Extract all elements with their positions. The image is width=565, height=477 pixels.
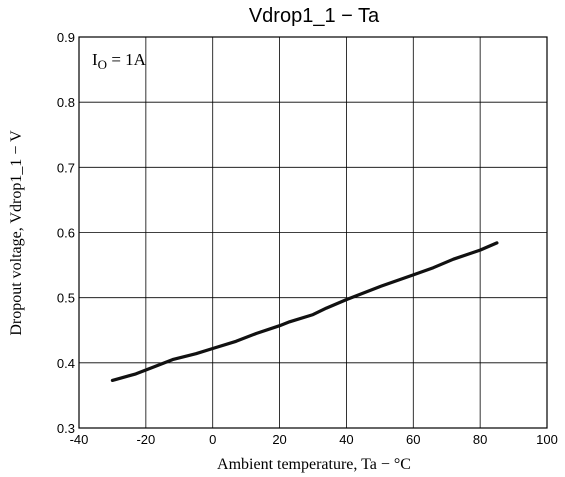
y-tick-label: 0.4 [57,356,75,371]
chart-title: Vdrop1_1 − Ta [249,5,380,27]
x-tick-label: 80 [473,432,487,447]
x-tick-label: 40 [339,432,353,447]
x-axis-ticks: -40 -20 0 20 40 60 80 100 [70,432,558,447]
annotation-subscript: O [98,57,107,72]
x-tick-label: 20 [272,432,286,447]
plot-area-frame [78,36,548,429]
y-tick-label: 0.8 [57,95,75,110]
annotation-symbol: I [92,50,98,69]
series-line [110,241,499,382]
current-annotation: IO = 1A [92,50,147,72]
x-tick-label: 100 [536,432,558,447]
x-tick-label: -20 [136,432,155,447]
x-tick-label: -40 [70,432,89,447]
y-axis-label: Dropout voltage, Vdrop1_1 − V [8,130,25,336]
y-tick-label: 0.9 [57,30,75,45]
annotation-value: = 1A [107,50,147,69]
series-layer [110,241,499,382]
gridlines [79,37,547,428]
y-tick-label: 0.7 [57,160,75,175]
y-axis-ticks: 0.3 0.4 0.5 0.6 0.7 0.8 0.9 [57,30,75,436]
x-axis-label: Ambient temperature, Ta − °C [217,456,411,473]
y-tick-label: 0.3 [57,421,75,436]
x-tick-label: 0 [209,432,216,447]
y-tick-label: 0.5 [57,291,75,306]
x-tick-label: 60 [406,432,420,447]
y-tick-label: 0.6 [57,226,75,241]
